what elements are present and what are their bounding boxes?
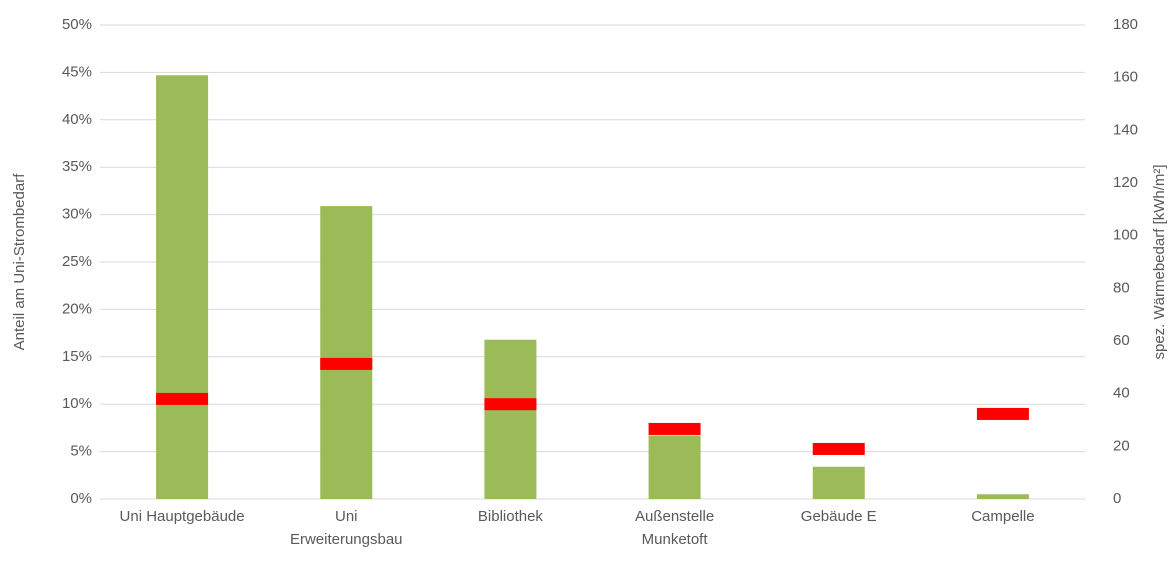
y-tick-label: 25% <box>62 253 92 270</box>
marker <box>156 392 209 405</box>
bar <box>976 494 1029 499</box>
x-tick-label: Gebäude E <box>801 508 877 525</box>
y2-tick-label: 180 <box>1113 16 1138 33</box>
y-tick-label: 50% <box>62 16 92 33</box>
y-tick-label: 20% <box>62 300 92 317</box>
marker <box>484 398 537 411</box>
bar <box>648 435 701 499</box>
y2-tick-label: 160 <box>1113 69 1138 86</box>
bar <box>320 206 373 499</box>
y2-tick-label: 100 <box>1113 227 1138 244</box>
x-tick-label: Uni Hauptgebäude <box>120 508 245 525</box>
y2-tick-label: 140 <box>1113 121 1138 138</box>
y-tick-label: 5% <box>70 443 92 460</box>
marker <box>320 357 373 370</box>
y2-tick-label: 80 <box>1113 279 1130 296</box>
x-tick-label: Bibliothek <box>478 508 544 525</box>
y2-axis-title: spez. Wärmebedarf [kWh/m²] <box>1151 164 1168 359</box>
y-tick-label: 10% <box>62 395 92 412</box>
x-tick-label: Uni Erweiterungsbau <box>290 508 403 548</box>
x-tick-label: Außenstelle Munketoft <box>635 508 714 548</box>
y2-tick-label: 60 <box>1113 332 1130 349</box>
marker <box>976 407 1029 420</box>
marker <box>648 422 701 435</box>
y-tick-label: 40% <box>62 111 92 128</box>
y2-tick-label: 0 <box>1113 490 1121 507</box>
y-tick-label: 35% <box>62 158 92 175</box>
y-axis-title: Anteil am Uni-Strombedarf <box>11 173 28 351</box>
x-tick-label: Campelle <box>971 508 1034 525</box>
y-tick-label: 45% <box>62 63 92 80</box>
bar <box>812 466 865 499</box>
bar <box>484 339 537 499</box>
y-tick-label: 30% <box>62 206 92 223</box>
bar <box>156 75 209 499</box>
y2-tick-label: 120 <box>1113 174 1138 191</box>
y-tick-label: 15% <box>62 348 92 365</box>
y2-tick-label: 40 <box>1113 385 1130 402</box>
marker <box>812 442 865 455</box>
y-tick-label: 0% <box>70 490 92 507</box>
y2-tick-label: 20 <box>1113 437 1130 454</box>
